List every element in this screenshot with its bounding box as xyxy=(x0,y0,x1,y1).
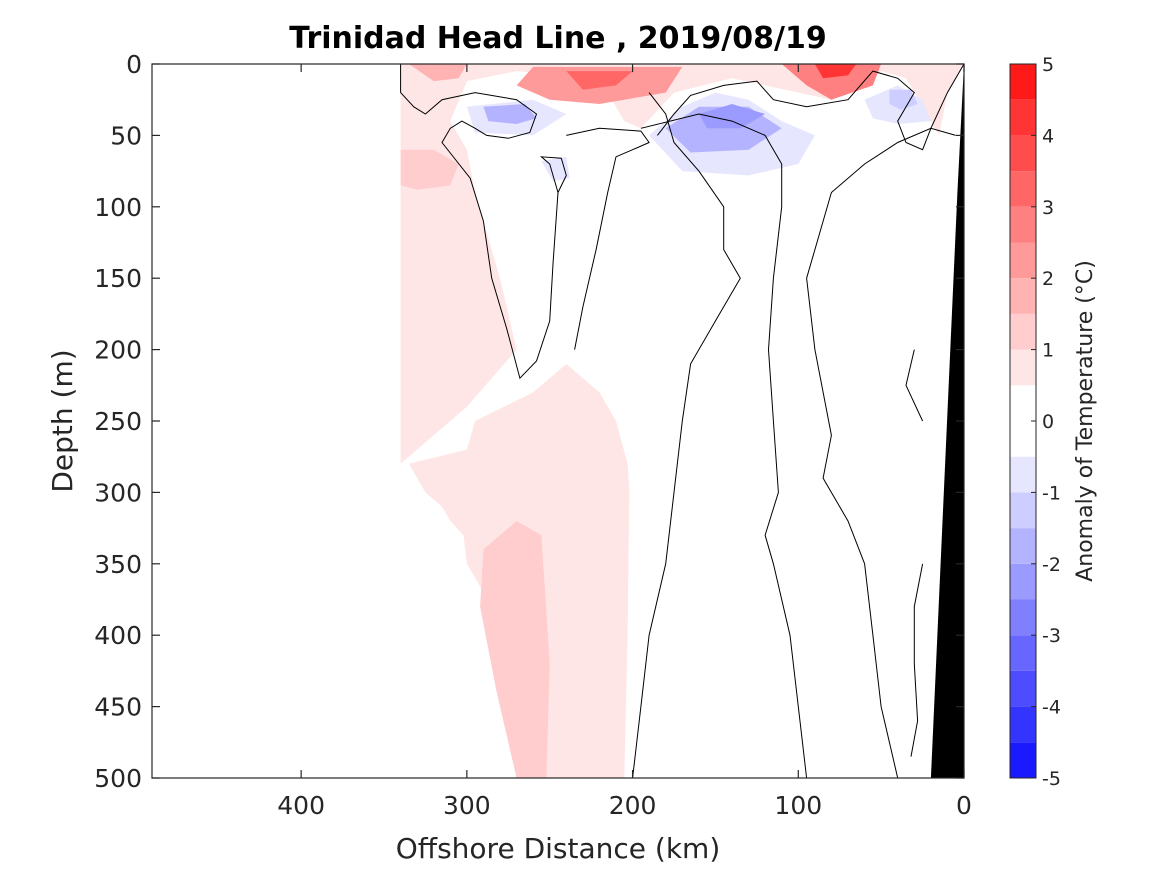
colorbar-tick-label: 0 xyxy=(1042,411,1054,433)
anomaly-region-6 xyxy=(566,71,633,90)
colorbar-tick-label: 1 xyxy=(1042,340,1054,362)
colorbar-label: Anomaly of Temperature (°C) xyxy=(1073,260,1098,582)
y-tick-label: 400 xyxy=(94,621,142,650)
colorbar-segment xyxy=(1010,278,1036,314)
anomaly-region-13 xyxy=(698,104,766,129)
anomaly-region-8 xyxy=(814,64,857,79)
colorbar-segment xyxy=(1010,313,1036,350)
colorbar-tick-label: -3 xyxy=(1042,625,1061,647)
y-tick-label: 300 xyxy=(94,478,142,507)
zero-contour-6 xyxy=(905,349,924,422)
zero-contour-4 xyxy=(640,113,808,779)
x-tick-label: 100 xyxy=(774,791,822,820)
colorbar-segment xyxy=(1010,492,1036,529)
colorbar: 5 4 3 2 1 0 -1 -2 -3 -4 -5 xyxy=(1009,54,1061,790)
colorbar-tick-label: -4 xyxy=(1042,697,1061,719)
x-tick-label: 300 xyxy=(443,791,491,820)
colorbar-tick-label: 4 xyxy=(1042,125,1054,147)
anomaly-region-3 xyxy=(480,521,550,778)
x-axis-label: Offshore Distance (km) xyxy=(396,832,721,865)
colorbar-segment xyxy=(1010,456,1036,493)
colorbar-tick-label: -1 xyxy=(1042,482,1061,504)
y-axis-ticks: 0 50 100 150 200 250 300 350 400 450 500 xyxy=(94,50,964,793)
x-tick-label: 400 xyxy=(277,791,325,820)
y-axis-label: Depth (m) xyxy=(46,349,79,492)
colorbar-segment xyxy=(1010,706,1036,743)
anomaly-region-10 xyxy=(483,104,537,124)
seafloor-mask xyxy=(930,64,964,778)
colorbar-tick-label: -5 xyxy=(1042,768,1061,790)
colorbar-tick-label: 2 xyxy=(1042,268,1054,290)
colorbar-segment xyxy=(1010,99,1036,136)
x-tick-label: 0 xyxy=(956,791,972,820)
colorbar-segment xyxy=(1010,171,1036,207)
zero-contour-1 xyxy=(566,127,650,350)
zero-contour-3 xyxy=(657,63,965,151)
colorbar-segment xyxy=(1010,599,1036,636)
colorbar-segment xyxy=(1010,349,1036,386)
zero-contour-2 xyxy=(632,92,741,779)
anomaly-region-2 xyxy=(400,149,459,190)
colorbar-tick-label: 3 xyxy=(1042,197,1054,219)
colorbar-segment xyxy=(1010,64,1036,100)
anomaly-region-1 xyxy=(400,64,965,464)
colorbar-segment xyxy=(1010,563,1036,600)
y-tick-label: 0 xyxy=(126,50,142,79)
colorbar-segment xyxy=(1010,742,1036,778)
x-tick-label: 200 xyxy=(609,791,657,820)
y-tick-label: 150 xyxy=(94,264,142,293)
chart-title: Trinidad Head Line , 2019/08/19 xyxy=(289,21,826,56)
zero-contour-0 xyxy=(400,64,567,380)
colorbar-segment xyxy=(1010,635,1036,671)
anomaly-region-15 xyxy=(889,89,918,110)
land-mask xyxy=(930,64,964,778)
colorbar-segment xyxy=(1010,242,1036,279)
zero-contour-5 xyxy=(806,127,956,779)
y-tick-label: 250 xyxy=(94,407,142,436)
colorbar-segment xyxy=(1010,528,1036,564)
y-tick-label: 500 xyxy=(94,764,142,793)
colorbar-tick-label: 5 xyxy=(1042,54,1054,76)
colorbar-segment xyxy=(1010,135,1036,172)
y-tick-label: 200 xyxy=(94,336,142,365)
colorbar-segment xyxy=(1010,206,1036,243)
anomaly-contour-fills xyxy=(400,64,965,778)
y-tick-label: 350 xyxy=(94,550,142,579)
colorbar-tick-label: -2 xyxy=(1042,554,1061,576)
anomaly-region-0 xyxy=(400,64,630,778)
zero-contour-lines xyxy=(400,63,965,779)
y-tick-label: 100 xyxy=(94,193,142,222)
x-axis-ticks: 400 300 200 100 0 xyxy=(277,64,972,820)
y-tick-label: 450 xyxy=(94,693,142,722)
anomaly-region-4 xyxy=(408,64,467,82)
y-tick-label: 50 xyxy=(110,121,142,150)
zero-contour-7 xyxy=(910,563,924,757)
colorbar-segment xyxy=(1010,670,1036,707)
